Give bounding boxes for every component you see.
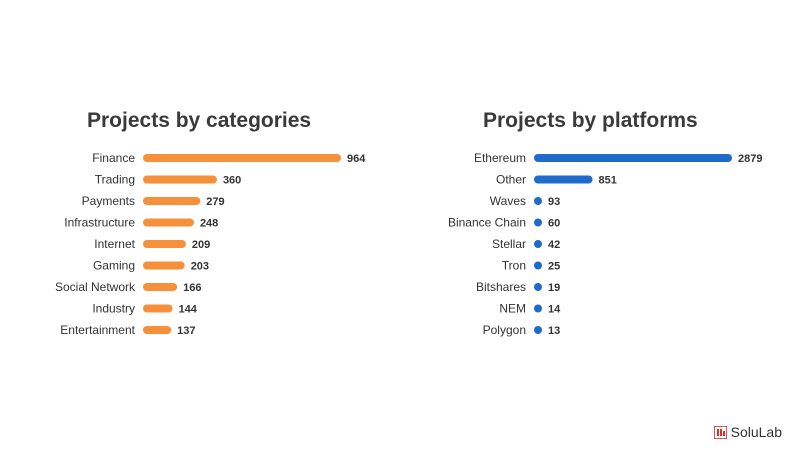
category-label: Ethereum (474, 151, 526, 165)
category-label: Other (496, 173, 526, 187)
value-label: 19 (548, 282, 560, 294)
category-label: Bitshares (476, 280, 526, 294)
bar (143, 283, 178, 291)
value-label: 964 (347, 153, 366, 165)
value-label: 360 (223, 175, 241, 187)
bar (534, 261, 542, 270)
bar (534, 154, 732, 162)
value-label: 137 (177, 325, 195, 337)
solulab-logo: SoluLab (713, 424, 782, 440)
value-label: 203 (191, 261, 209, 273)
bar (534, 283, 542, 291)
bar (143, 240, 186, 248)
bar (534, 326, 542, 334)
platforms-plot: Ethereum 2879 Other 851 Waves 93 Binance Chain… (448, 151, 763, 337)
value-label: 166 (183, 282, 201, 294)
logo-text: SoluLab (730, 424, 782, 440)
bar (534, 218, 542, 227)
bar (534, 240, 542, 248)
category-label: Payments (82, 194, 135, 208)
category-label: Industry (92, 302, 135, 316)
value-label: 42 (548, 239, 560, 251)
bar (143, 261, 185, 270)
category-label: NEM (499, 302, 526, 316)
bar (143, 218, 194, 227)
value-label: 279 (206, 196, 224, 208)
bar (143, 197, 201, 205)
bar (143, 304, 173, 313)
category-label: Binance Chain (448, 216, 526, 230)
value-label: 2879 (738, 153, 762, 165)
value-label: 25 (548, 261, 560, 273)
value-label: 851 (599, 175, 617, 187)
category-label: Stellar (492, 237, 526, 251)
category-label: Entertainment (60, 323, 135, 337)
category-label: Polygon (483, 323, 526, 337)
bar (534, 175, 593, 184)
bar (143, 175, 217, 184)
bar (534, 197, 542, 205)
value-label: 60 (548, 218, 560, 230)
bar (143, 326, 172, 334)
bar (534, 304, 542, 313)
category-label: Finance (92, 151, 135, 165)
category-label: Internet (94, 237, 135, 251)
category-label: Tron (502, 259, 526, 273)
category-label: Gaming (93, 259, 135, 273)
chart-title: Projects by platforms (483, 109, 698, 132)
categories-plot: Finance 964 Trading 360 Payments 279 Infrastru… (55, 151, 366, 337)
value-label: 14 (548, 304, 561, 316)
category-label: Waves (490, 194, 526, 208)
categories-chart: Projects by categories Finance 964 Trading… (55, 109, 366, 337)
category-label: Trading (95, 173, 135, 187)
category-label: Social Network (55, 280, 136, 294)
value-label: 13 (548, 325, 560, 337)
value-label: 248 (200, 218, 218, 230)
chart-title: Projects by categories (87, 109, 312, 132)
solulab-logo-icon (713, 425, 727, 439)
platforms-chart: Projects by platforms Ethereum 2879 Other 8… (400, 0, 800, 450)
category-label: Infrastructure (64, 216, 135, 230)
value-label: 144 (179, 304, 198, 316)
value-label: 93 (548, 196, 560, 208)
bar (143, 154, 341, 162)
value-label: 209 (192, 239, 210, 251)
